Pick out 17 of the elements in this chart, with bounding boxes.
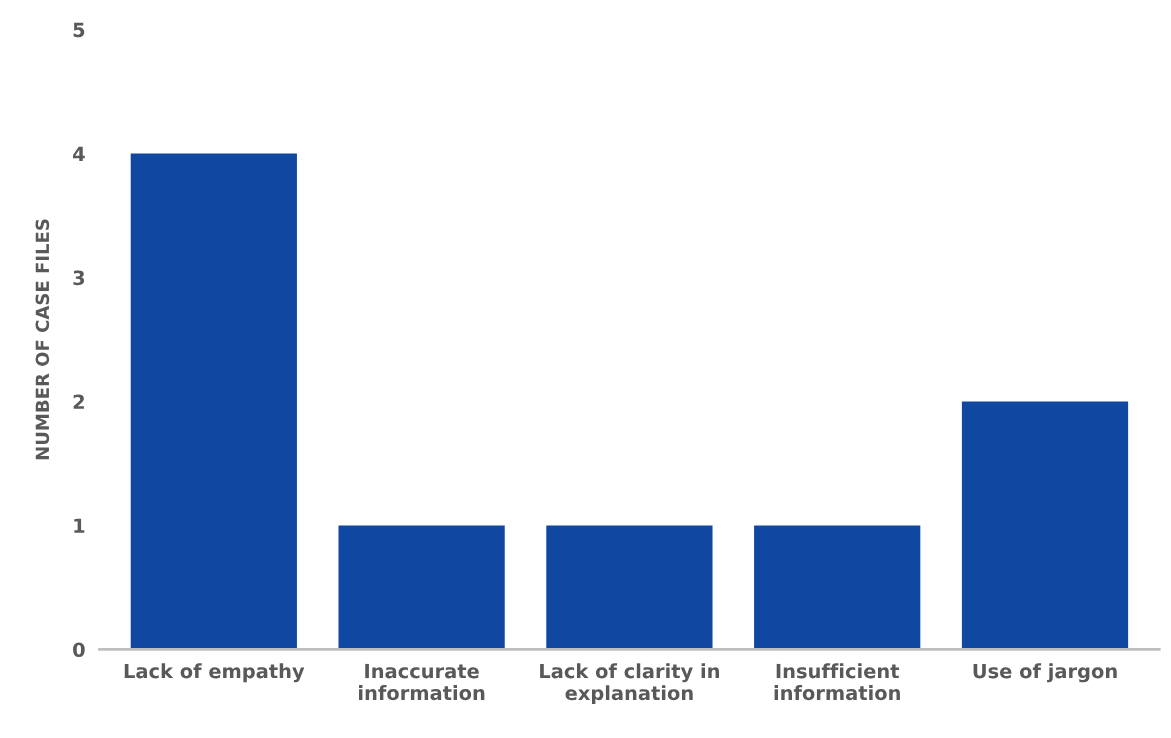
bar xyxy=(961,401,1129,650)
bar xyxy=(546,525,713,650)
x-tick-label: Lack of empathy xyxy=(124,663,305,683)
y-tick-label: 0 xyxy=(73,642,85,658)
bar xyxy=(338,525,505,650)
y-axis-title: NUMBER OF CASE FILES xyxy=(35,219,50,460)
x-tick-label: Use of jargon xyxy=(973,663,1117,683)
bar xyxy=(754,525,921,650)
x-tick-label: Inaccurate information xyxy=(359,663,485,701)
y-tick-label: 5 xyxy=(73,22,85,38)
x-tick-label: Insufficient information xyxy=(774,663,900,701)
y-tick-label: 2 xyxy=(73,394,84,409)
y-tick-label: 4 xyxy=(72,146,85,161)
y-tick-label: 3 xyxy=(73,270,85,286)
y-tick-label: 1 xyxy=(74,518,85,533)
x-tick-label: Lack of clarity in explanation xyxy=(540,663,719,705)
bar xyxy=(130,153,297,650)
